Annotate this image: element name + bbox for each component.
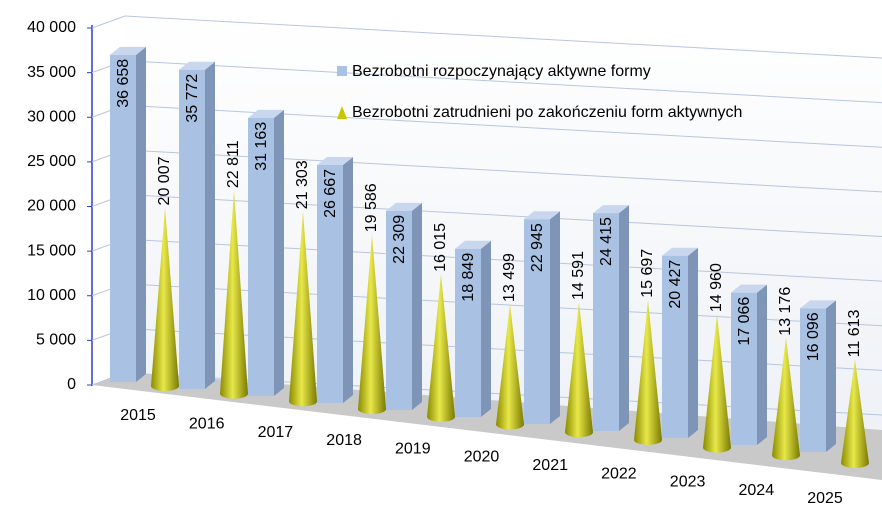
x-tick-label: 2018 <box>326 432 362 449</box>
data-label: 15 697 <box>639 249 656 298</box>
y-tick-label: 40 000 <box>27 19 76 36</box>
data-label: 36 658 <box>115 59 132 108</box>
data-label: 24 415 <box>598 217 615 266</box>
cone <box>565 301 593 438</box>
bar <box>800 300 836 452</box>
grid-line <box>91 15 126 29</box>
x-tick-label: 2023 <box>670 474 706 491</box>
cone <box>634 299 662 445</box>
x-tick-label: 2025 <box>807 490 843 507</box>
data-label: 16 096 <box>805 312 822 361</box>
data-label: 11 613 <box>846 310 863 358</box>
x-tick-label: 2019 <box>395 440 431 457</box>
grid-line <box>124 60 882 104</box>
y-tick-label: 5 000 <box>36 332 76 349</box>
x-tick-label: 2016 <box>189 416 225 433</box>
cone <box>358 234 386 415</box>
legend-label: Bezrobotni rozpoczynający aktywne formy <box>352 63 651 80</box>
data-label: 21 303 <box>294 160 311 209</box>
grid-line <box>124 104 882 148</box>
bar <box>179 61 215 390</box>
bar <box>386 202 422 410</box>
data-label: 22 309 <box>391 215 408 264</box>
data-label: 13 176 <box>777 287 794 336</box>
data-label: 31 163 <box>253 122 270 171</box>
legend-swatch <box>337 106 347 119</box>
data-label: 22 945 <box>529 223 546 272</box>
y-tick-label: 35 000 <box>27 64 76 81</box>
cone <box>841 359 869 468</box>
bar <box>317 156 353 403</box>
bar <box>455 240 491 417</box>
data-label: 13 499 <box>501 253 518 302</box>
data-label: 35 772 <box>184 74 201 123</box>
cone <box>220 190 249 399</box>
cone <box>496 304 524 430</box>
legend-swatch <box>337 66 347 76</box>
x-tick-label: 2024 <box>739 482 775 499</box>
x-tick-label: 2020 <box>464 449 500 466</box>
cone <box>151 207 179 391</box>
data-label: 14 960 <box>708 263 725 312</box>
data-label: 18 849 <box>460 253 477 302</box>
legend-label: Bezrobotni zatrudnieni po zakończeniu fo… <box>352 104 742 121</box>
x-tick-label: 2015 <box>120 407 156 424</box>
grid-line <box>124 15 882 59</box>
x-tick-label: 2021 <box>532 457 568 474</box>
y-tick-label: 15 000 <box>27 242 76 259</box>
y-tick-label: 10 000 <box>27 287 76 304</box>
bar <box>110 46 146 382</box>
y-tick-label: 25 000 <box>27 153 76 170</box>
cone <box>703 314 731 453</box>
bar <box>593 205 629 431</box>
bar <box>662 247 698 438</box>
bar <box>248 109 284 396</box>
y-tick-label: 30 000 <box>27 108 76 125</box>
data-label: 19 586 <box>363 183 380 232</box>
bar <box>731 284 767 445</box>
y-tick-label: 0 <box>67 376 76 393</box>
bar <box>524 211 560 424</box>
x-tick-label: 2017 <box>258 424 294 441</box>
data-label: 16 015 <box>432 223 449 272</box>
cone <box>289 211 317 407</box>
data-label: 22 811 <box>225 140 242 188</box>
data-label: 14 591 <box>570 251 587 300</box>
data-label: 26 667 <box>322 169 339 218</box>
x-tick-label: 2022 <box>601 465 637 482</box>
data-label: 20 007 <box>156 156 173 205</box>
data-label: 17 066 <box>736 297 753 346</box>
cone <box>772 337 800 461</box>
y-tick-label: 20 000 <box>27 198 76 215</box>
cone <box>427 273 455 422</box>
data-label: 20 427 <box>667 260 684 309</box>
